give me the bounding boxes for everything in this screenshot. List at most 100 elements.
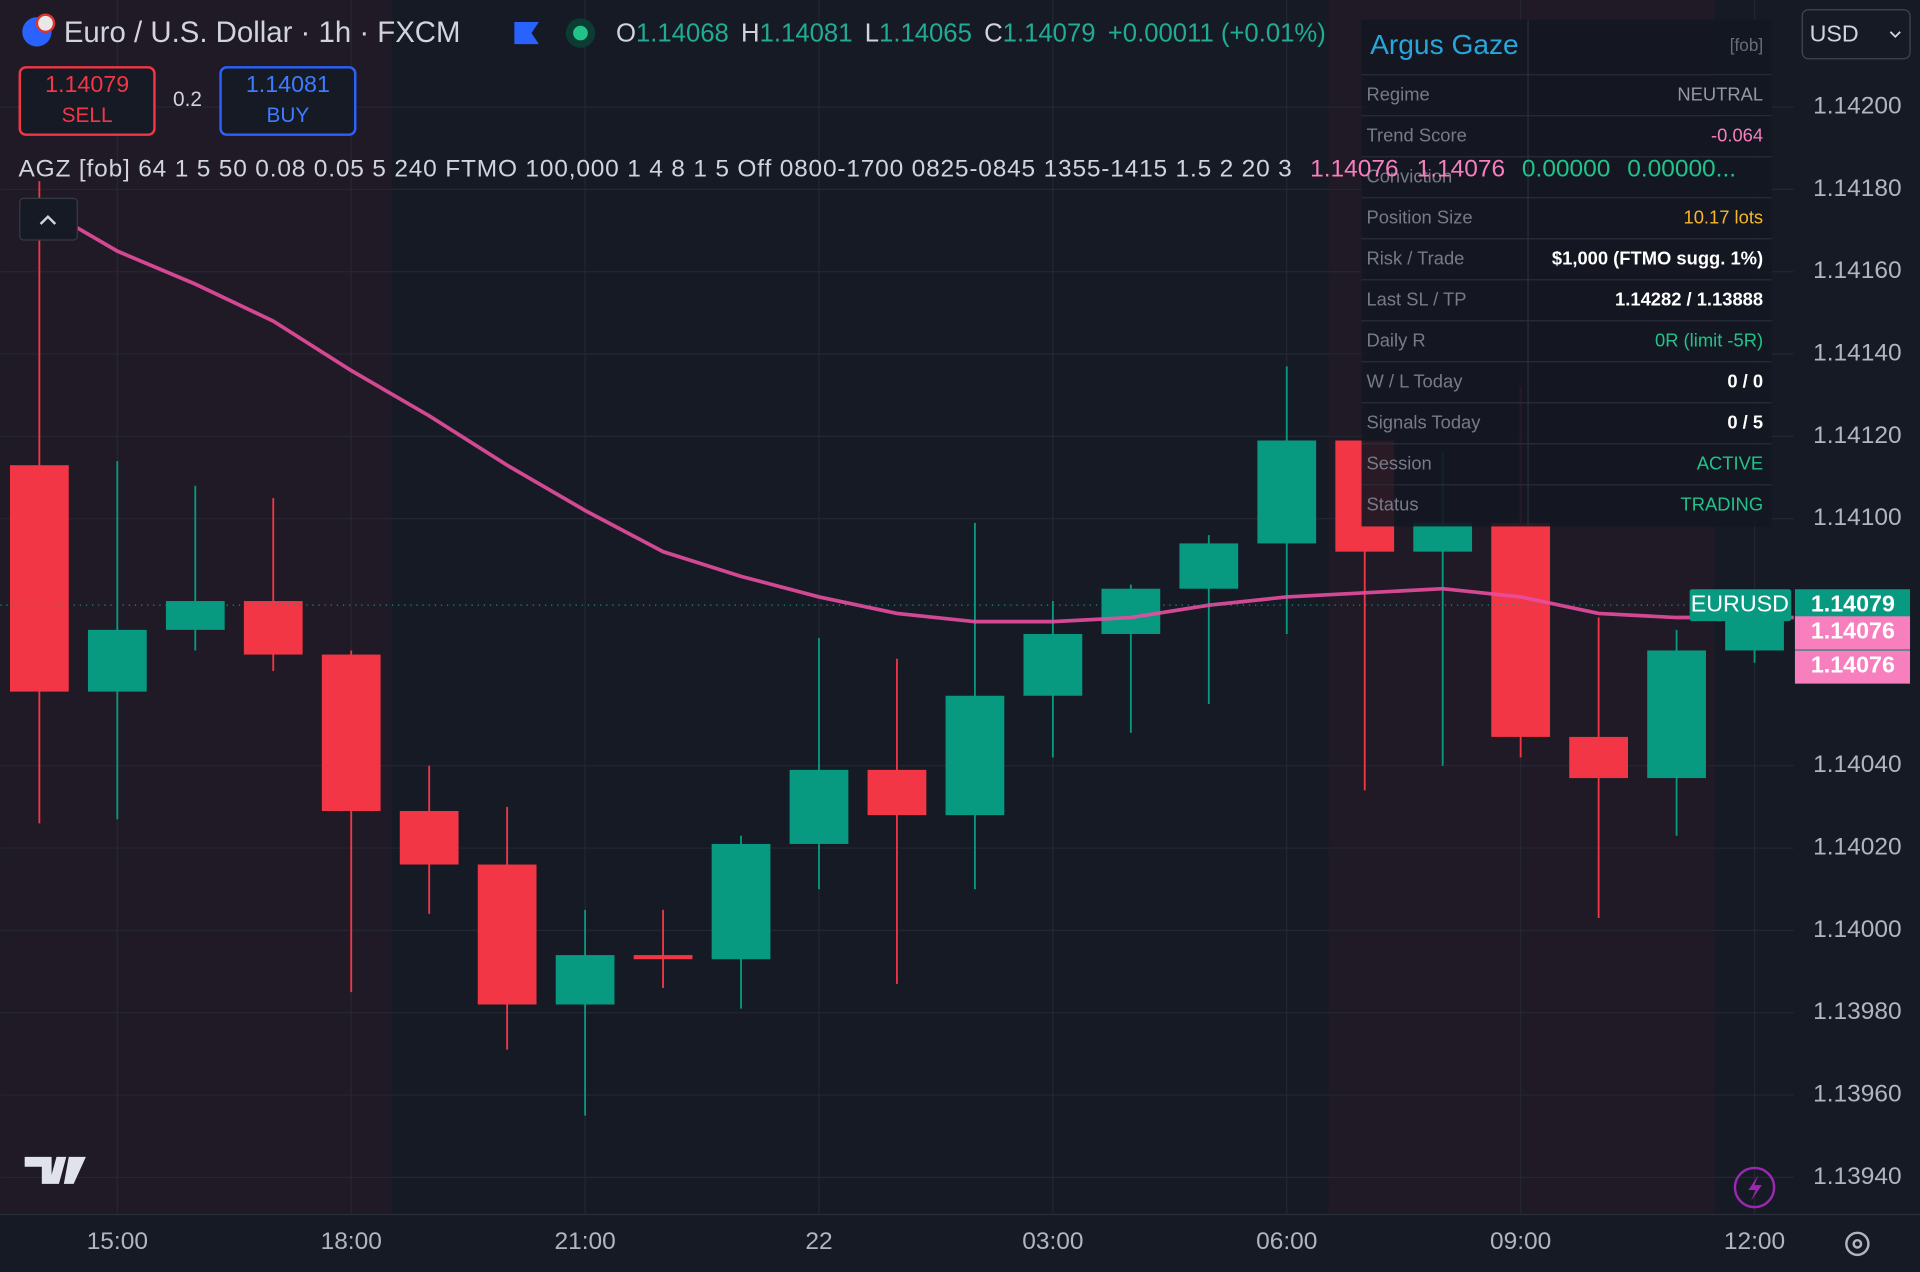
- overlay-price-tag: [1794, 650, 1911, 684]
- panel-row-label: W / L Today: [1366, 370, 1463, 391]
- panel-row-value: $1,000 (FTMO sugg. 1%): [1552, 247, 1763, 268]
- candle-body: [711, 843, 771, 960]
- symbol-title: Euro / U.S. Dollar · 1h · FXCM: [64, 16, 461, 49]
- logo: [24, 1156, 86, 1184]
- panel-row-value: NEUTRAL: [1677, 83, 1763, 104]
- panel-row-label: Conviction: [1366, 165, 1452, 186]
- currency-button[interactable]: [1801, 9, 1911, 60]
- panel-row-value: 0 / 0: [1727, 370, 1763, 391]
- info-panel: [1361, 19, 1772, 527]
- candle-body: [165, 601, 225, 630]
- x-tick-label: 18:00: [321, 1228, 382, 1255]
- ohlc-key: L: [865, 19, 879, 47]
- overlay-price: 1.14076: [1811, 652, 1895, 678]
- marks: [0, 181, 1794, 1116]
- y-tick-label: 1.14100: [1813, 504, 1901, 531]
- ohlc-value: 1.14068: [636, 19, 729, 47]
- settings-icon[interactable]: [1845, 1231, 1870, 1257]
- ohlc-value: 1.14065: [879, 19, 972, 47]
- candle-body: [399, 811, 459, 865]
- ohlc-value: 1.14081: [760, 19, 853, 47]
- panel-row-value: 0 / 5: [1727, 411, 1763, 432]
- candle-body: [945, 695, 1005, 816]
- indicator-value: 1.14076: [1417, 156, 1505, 183]
- buy-price: 1.14081: [246, 71, 330, 97]
- overlay-price-tag: [1794, 616, 1911, 650]
- settings-icon: [1852, 1238, 1863, 1249]
- y-tick-label: 1.13940: [1813, 1163, 1901, 1190]
- candle-body: [321, 654, 381, 812]
- buy-button[interactable]: [219, 66, 357, 136]
- candle-body: [555, 955, 615, 1005]
- spread: 0.2: [173, 88, 202, 111]
- indicator-value: 1.14076: [1310, 156, 1398, 183]
- candle-body: [477, 864, 537, 1005]
- currency: USD: [1810, 21, 1859, 47]
- symbol-tag: [1689, 589, 1792, 622]
- panel-row-label: Position Size: [1366, 206, 1472, 227]
- y-tick-label: 1.14120: [1813, 422, 1901, 449]
- panel-row-value: TRADING: [1680, 493, 1763, 514]
- alert-icon: [1748, 1175, 1762, 1201]
- y-tick-label: 1.14140: [1813, 340, 1901, 367]
- panel-row-value: 10.17 lots: [1683, 206, 1763, 227]
- symbol-icon: [35, 13, 56, 34]
- candle-body: [633, 955, 693, 960]
- x-tick-label: 15:00: [87, 1228, 148, 1255]
- panel-row-value: 0R (limit -5R): [1655, 329, 1763, 350]
- flag-icon: [514, 22, 539, 45]
- candle-body: [1413, 522, 1473, 552]
- alert-icon[interactable]: [1733, 1166, 1776, 1209]
- indicator-value: 0.00000: [1522, 156, 1610, 183]
- panel-row-value: -0.064: [1711, 124, 1763, 145]
- candle-body: [1257, 440, 1317, 544]
- y-tick-label: 1.13960: [1813, 1081, 1901, 1108]
- x-tick-label: 12:00: [1724, 1228, 1785, 1255]
- y-tick-label: 1.14020: [1813, 834, 1901, 861]
- panel-row-label: Daily R: [1366, 329, 1425, 350]
- candle-body: [243, 601, 303, 655]
- panel-row-label: Regime: [1366, 83, 1429, 104]
- indicator-params: AGZ [fob] 64 1 5 50 0.08 0.05 5 240 FTMO…: [19, 156, 1292, 183]
- symbol-tag-text: EURUSD: [1691, 590, 1789, 616]
- panel-rows: Regime NEUTRAL Trend Score -0.064 Conviction…: [1361, 74, 1772, 514]
- dropdown-icon: [1889, 31, 1901, 39]
- ohlc-key: H: [741, 19, 760, 47]
- collapse-button[interactable]: [19, 197, 78, 241]
- panel-tag: [fob]: [1730, 35, 1763, 55]
- candle-body: [1491, 522, 1551, 737]
- panel-row-value: ACTIVE: [1697, 452, 1763, 473]
- candle-body: [1023, 633, 1083, 696]
- panel-row-label: Signals Today: [1366, 411, 1481, 432]
- indicator-values: 1.14076 1.14076 0.00000 0.00000...: [1310, 156, 1736, 183]
- indicator-value: 0.00000...: [1627, 156, 1736, 183]
- panel-title: Argus Gaze: [1370, 29, 1519, 60]
- candle-body: [1179, 543, 1239, 589]
- y-tick-label: 1.14040: [1813, 751, 1901, 778]
- candle-body: [789, 769, 849, 844]
- candle-body: [9, 465, 69, 692]
- y-tick-label: 1.14000: [1813, 916, 1901, 943]
- y-tick-label: 1.14160: [1813, 257, 1901, 284]
- status-dot: [573, 25, 588, 41]
- sell-label: SELL: [62, 104, 113, 127]
- moving-average: [38, 204, 1794, 624]
- x-tick-label: 21:00: [554, 1228, 615, 1255]
- candle-body: [867, 769, 927, 816]
- ohlc-readout: O1.14068 H1.14081 L1.14065 C1.14079 +0.00011…: [616, 19, 1326, 47]
- y-tick-label: 1.14180: [1813, 175, 1901, 202]
- candle-body: [1647, 650, 1706, 779]
- x-tick-label: 06:00: [1256, 1228, 1317, 1255]
- ohlc-key: C: [984, 19, 1003, 47]
- x-tick-label: 22: [805, 1228, 832, 1255]
- candle-body: [1569, 736, 1628, 779]
- buy-label: BUY: [267, 104, 310, 127]
- candle-body: [1101, 588, 1161, 634]
- ohlc-value: 1.14079: [1003, 19, 1096, 47]
- sell-price: 1.14079: [45, 71, 129, 97]
- x-tick-label: 09:00: [1490, 1228, 1551, 1255]
- panel-row-label: Status: [1366, 493, 1418, 514]
- last-price: 1.14079: [1811, 590, 1895, 616]
- sell-button[interactable]: [18, 66, 156, 136]
